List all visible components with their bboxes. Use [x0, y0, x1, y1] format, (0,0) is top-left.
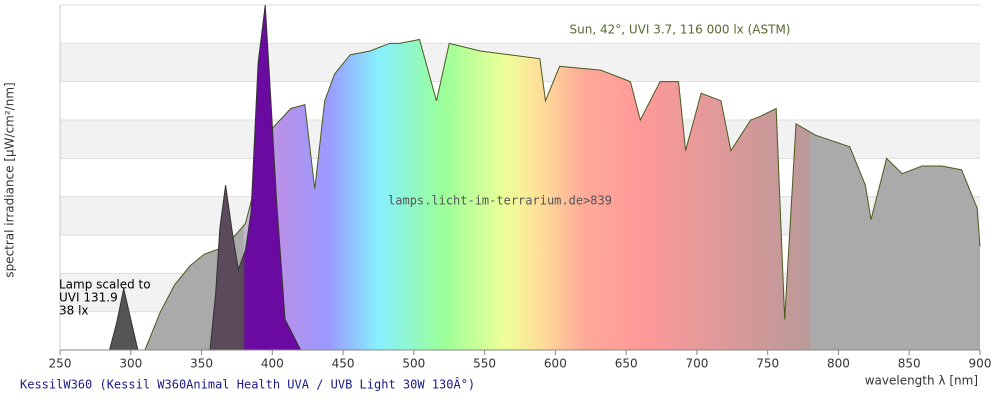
x-tick-label: 400 — [261, 357, 284, 371]
x-tick-label: 500 — [402, 357, 425, 371]
x-tick-label: 800 — [827, 357, 850, 371]
lamp-note: Lamp scaled to — [59, 278, 151, 292]
x-axis-label: wavelength λ [nm] — [865, 374, 978, 388]
lamp-note: UVI 131.9 — [59, 291, 118, 305]
sun-label: Sun, 42°, UVI 3.7, 116 000 lx (ASTM) — [570, 23, 791, 37]
x-tick-label: 900 — [969, 357, 992, 371]
x-tick-label: 550 — [473, 357, 496, 371]
sun-line — [144, 38, 981, 351]
x-tick-label: 600 — [544, 357, 567, 371]
lamp-line — [102, 4, 329, 351]
x-tick-label: 650 — [615, 357, 638, 371]
x-tick-label: 850 — [898, 357, 921, 371]
lamp-area — [102, 5, 329, 350]
x-tick-label: 300 — [119, 357, 142, 371]
x-tick-label: 350 — [190, 357, 213, 371]
lamp-note: 38 lx — [59, 304, 89, 318]
y-axis-label: spectral irradiance [µW/cm²/nm] — [3, 82, 17, 277]
watermark: lamps.licht-im-terrarium.de>839 — [388, 194, 612, 208]
x-tick-label: 750 — [756, 357, 779, 371]
x-tick-label: 250 — [49, 357, 72, 371]
x-tick-label: 450 — [332, 357, 355, 371]
x-tick-label: 700 — [685, 357, 708, 371]
footer: KessilW360 (Kessil W360Animal Health UVA… — [20, 377, 475, 392]
sun-area — [144, 39, 980, 350]
